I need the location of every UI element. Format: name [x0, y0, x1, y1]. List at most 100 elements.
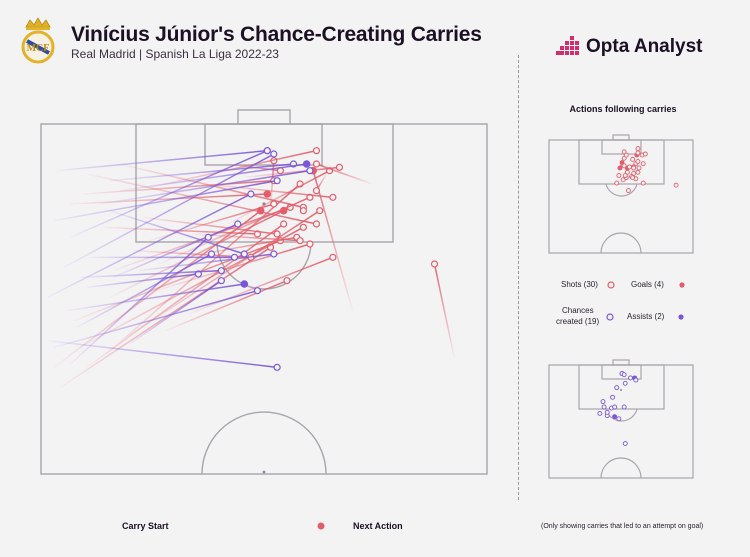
legend-chances-label-line1: Chances [562, 306, 594, 315]
mini-shots-marks [614, 146, 679, 194]
mini-chances-centre-circle [600, 457, 642, 479]
mini-marker-shot [636, 165, 642, 171]
carry-end-marker-shot [316, 207, 324, 215]
carry-line [60, 246, 271, 388]
mini-marker-shot [614, 180, 620, 186]
carry-end-marker-shot [312, 187, 321, 195]
footer-carry-end-dot [317, 522, 325, 530]
legend-goals-marker [679, 282, 685, 288]
mini-marker-shot [621, 163, 627, 169]
mini-marker-shot [635, 169, 641, 175]
carry-line [109, 209, 245, 255]
legend-chances-label-line2: created (19) [556, 317, 600, 326]
carry-end-marker-shot [296, 237, 304, 245]
mini-marker-chance [621, 404, 627, 410]
dashed-divider [518, 55, 519, 500]
mini-marker-shot [640, 161, 646, 167]
goal [237, 109, 291, 125]
chart-title: Vinícius Júnior's Chance-Creating Carrie… [71, 23, 482, 46]
carry-line [86, 173, 317, 225]
mini-marker-shot [623, 152, 629, 158]
carry-line [109, 163, 294, 182]
carry-end-marker-chance [230, 253, 239, 261]
carry-line [112, 223, 239, 279]
carry-line [129, 280, 222, 345]
penalty-arc [216, 241, 312, 290]
carry-line [316, 163, 373, 185]
carry-line [86, 273, 199, 289]
centre-circle [201, 411, 327, 475]
carry-line [70, 193, 268, 205]
legend-goals-label: Goals (4) [631, 280, 664, 289]
mini-chances-goal [612, 359, 630, 366]
legend-chances-marker [606, 313, 614, 321]
carry-end-marker-shot [430, 260, 439, 268]
carry-line [204, 183, 333, 199]
mini-marker-chance [621, 372, 627, 378]
footer-next-action-label: Next Action [353, 521, 403, 531]
carry-line [80, 269, 222, 279]
mini-marker-shot [635, 146, 641, 152]
mini-marker-assist [612, 414, 618, 420]
mini-shots-arc [605, 183, 638, 197]
carry-end-marker-shot [280, 220, 288, 228]
mini-marker-chance [610, 394, 615, 400]
carries-layer [47, 147, 455, 388]
carry-line [244, 166, 340, 179]
carry-line [53, 179, 278, 222]
mini-marker-chance [633, 377, 639, 383]
carry-end-marker-shot [335, 163, 344, 171]
carry-line [47, 339, 278, 369]
carry-end-marker-chance [240, 250, 248, 258]
mini-marker-shot [620, 177, 626, 183]
footer-carry-start-label: Carry Start [122, 521, 169, 531]
mini-marker-chance [600, 399, 606, 405]
carry-line [79, 226, 304, 348]
footnote: (Only showing carries that led to an att… [541, 523, 704, 530]
carry-end-marker-shot [329, 253, 337, 261]
legend-assists-label: Assists (2) [627, 312, 665, 321]
legend-shots-marker [607, 281, 615, 289]
mini-chances-marks [597, 371, 639, 447]
carry-end-marker-shot [299, 207, 307, 215]
mini-marker-chance [597, 410, 603, 416]
mini-marker-chance [622, 441, 628, 447]
centre-spot [262, 470, 266, 474]
carry-end-marker-chance [273, 363, 281, 371]
carry-line [433, 263, 455, 358]
carry-line [67, 283, 245, 312]
side-panel-title: Actions following carries [569, 104, 677, 114]
carry-line [155, 243, 311, 292]
svg-text:MCF: MCF [27, 43, 50, 54]
carry-line [57, 149, 268, 172]
carry-end-marker-chance [217, 277, 225, 285]
mini-marker-shot [616, 173, 622, 178]
mini-chances-penalty-spot [620, 389, 622, 391]
mini-marker-shot [640, 180, 646, 186]
mini-shots-centre-circle [600, 232, 642, 254]
mini-marker-chance [612, 404, 618, 410]
carry-line [70, 149, 268, 239]
carry-end-marker-chance [253, 287, 262, 295]
carry-line [83, 179, 274, 195]
carry-end-marker-shot [299, 223, 307, 231]
carry-line [99, 169, 311, 205]
carry-end-marker-assist [240, 280, 249, 288]
carry-line [47, 193, 252, 299]
mini-marker-shot [631, 165, 637, 171]
carry-line [188, 256, 334, 315]
mini-marker-shot [635, 159, 641, 164]
carry-end-marker-chance [263, 147, 271, 155]
legend-assists-marker [678, 314, 684, 320]
mini-marker-chance [616, 416, 622, 422]
carry-line [142, 216, 278, 235]
brand-logo: Opta Analyst [556, 36, 703, 58]
carry-line [165, 279, 288, 332]
carry-end-marker-chance [306, 167, 314, 175]
mini-shots-goal [612, 134, 630, 141]
carry-end-marker-shot [270, 200, 278, 208]
